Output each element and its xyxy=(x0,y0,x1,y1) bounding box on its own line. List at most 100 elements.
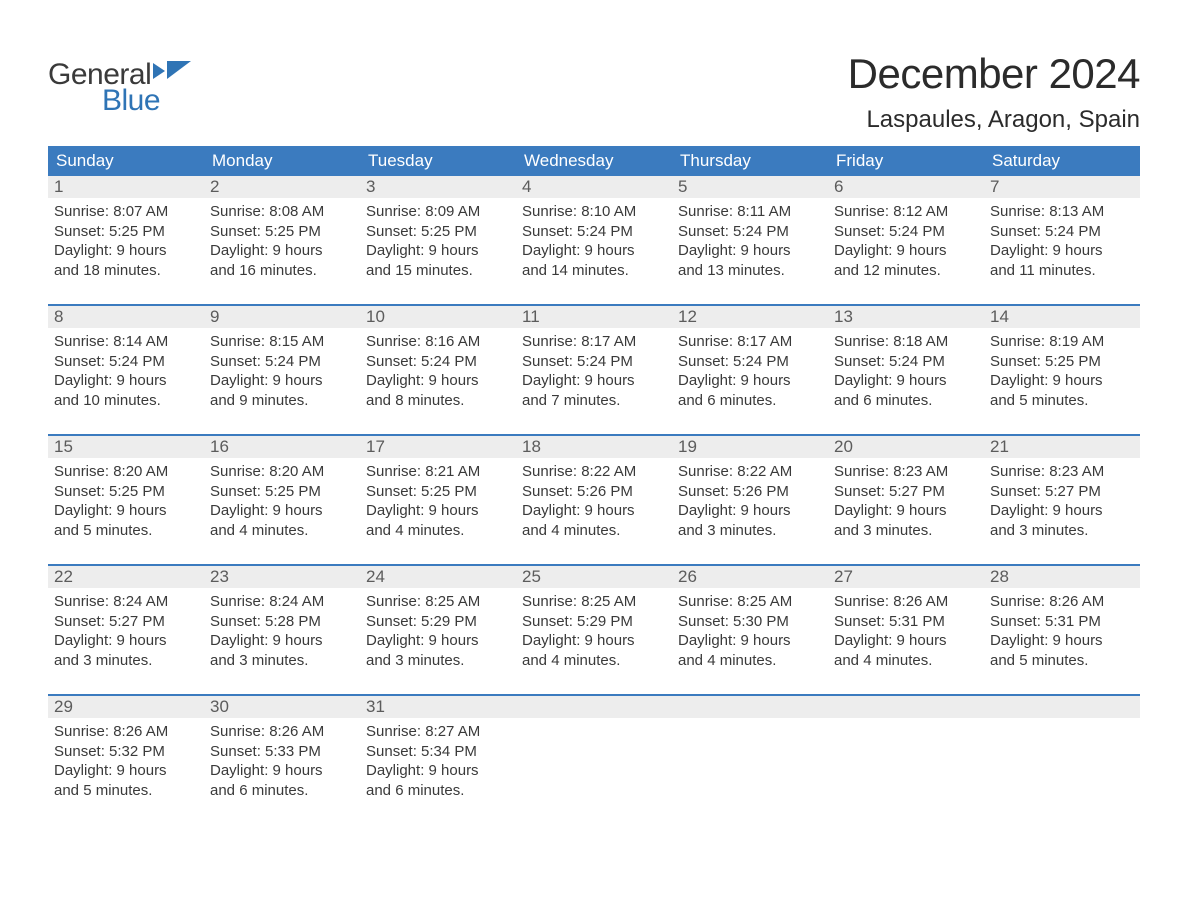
day-body: Sunrise: 8:14 AMSunset: 5:24 PMDaylight:… xyxy=(48,328,204,412)
day-d2: and 5 minutes. xyxy=(54,781,198,801)
day-body: Sunrise: 8:26 AMSunset: 5:32 PMDaylight:… xyxy=(48,718,204,802)
day-d2: and 4 minutes. xyxy=(834,651,978,671)
day-body: Sunrise: 8:11 AMSunset: 5:24 PMDaylight:… xyxy=(672,198,828,282)
calendar-day: 9Sunrise: 8:15 AMSunset: 5:24 PMDaylight… xyxy=(204,306,360,414)
day-d2: and 6 minutes. xyxy=(366,781,510,801)
day-sunset: Sunset: 5:28 PM xyxy=(210,612,354,632)
day-body: Sunrise: 8:21 AMSunset: 5:25 PMDaylight:… xyxy=(360,458,516,542)
day-sunset: Sunset: 5:24 PM xyxy=(522,352,666,372)
calendar-day: 30Sunrise: 8:26 AMSunset: 5:33 PMDayligh… xyxy=(204,696,360,804)
day-d1: Daylight: 9 hours xyxy=(54,501,198,521)
day-d2: and 4 minutes. xyxy=(522,651,666,671)
day-d1: Daylight: 9 hours xyxy=(54,241,198,261)
day-number: 22 xyxy=(48,566,204,588)
day-sunset: Sunset: 5:25 PM xyxy=(54,482,198,502)
header-thursday: Thursday xyxy=(672,146,828,176)
day-d1: Daylight: 9 hours xyxy=(522,241,666,261)
day-body: Sunrise: 8:19 AMSunset: 5:25 PMDaylight:… xyxy=(984,328,1140,412)
day-number: 13 xyxy=(828,306,984,328)
logo-flag-icon xyxy=(153,61,191,86)
day-number: 28 xyxy=(984,566,1140,588)
day-sunset: Sunset: 5:25 PM xyxy=(54,222,198,242)
day-d2: and 3 minutes. xyxy=(210,651,354,671)
day-sunrise: Sunrise: 8:15 AM xyxy=(210,332,354,352)
calendar-day: 1Sunrise: 8:07 AMSunset: 5:25 PMDaylight… xyxy=(48,176,204,284)
day-sunrise: Sunrise: 8:22 AM xyxy=(678,462,822,482)
day-d2: and 3 minutes. xyxy=(834,521,978,541)
day-d1: Daylight: 9 hours xyxy=(366,631,510,651)
calendar-day: 25Sunrise: 8:25 AMSunset: 5:29 PMDayligh… xyxy=(516,566,672,674)
day-sunset: Sunset: 5:32 PM xyxy=(54,742,198,762)
month-title: December 2024 xyxy=(848,50,1140,98)
day-body: Sunrise: 8:13 AMSunset: 5:24 PMDaylight:… xyxy=(984,198,1140,282)
day-body: Sunrise: 8:07 AMSunset: 5:25 PMDaylight:… xyxy=(48,198,204,282)
day-d1: Daylight: 9 hours xyxy=(366,761,510,781)
day-number: 16 xyxy=(204,436,360,458)
day-d1: Daylight: 9 hours xyxy=(54,631,198,651)
day-number: 30 xyxy=(204,696,360,718)
day-d2: and 3 minutes. xyxy=(990,521,1134,541)
day-sunrise: Sunrise: 8:26 AM xyxy=(54,722,198,742)
day-d1: Daylight: 9 hours xyxy=(522,631,666,651)
logo: General Blue xyxy=(48,58,191,118)
header-friday: Friday xyxy=(828,146,984,176)
day-d1: Daylight: 9 hours xyxy=(522,501,666,521)
day-number: 8 xyxy=(48,306,204,328)
day-body: Sunrise: 8:22 AMSunset: 5:26 PMDaylight:… xyxy=(516,458,672,542)
calendar-week: 29Sunrise: 8:26 AMSunset: 5:32 PMDayligh… xyxy=(48,694,1140,804)
day-d1: Daylight: 9 hours xyxy=(210,241,354,261)
day-sunrise: Sunrise: 8:27 AM xyxy=(366,722,510,742)
day-number: 15 xyxy=(48,436,204,458)
day-d1: Daylight: 9 hours xyxy=(834,371,978,391)
title-block: December 2024 Laspaules, Aragon, Spain xyxy=(848,50,1140,134)
day-sunset: Sunset: 5:24 PM xyxy=(834,352,978,372)
day-body: Sunrise: 8:25 AMSunset: 5:30 PMDaylight:… xyxy=(672,588,828,672)
day-body: Sunrise: 8:25 AMSunset: 5:29 PMDaylight:… xyxy=(360,588,516,672)
calendar-day: 28Sunrise: 8:26 AMSunset: 5:31 PMDayligh… xyxy=(984,566,1140,674)
day-sunrise: Sunrise: 8:21 AM xyxy=(366,462,510,482)
day-sunrise: Sunrise: 8:19 AM xyxy=(990,332,1134,352)
day-sunset: Sunset: 5:30 PM xyxy=(678,612,822,632)
day-body: Sunrise: 8:26 AMSunset: 5:31 PMDaylight:… xyxy=(828,588,984,672)
day-d1: Daylight: 9 hours xyxy=(678,371,822,391)
day-d1: Daylight: 9 hours xyxy=(678,241,822,261)
day-sunset: Sunset: 5:24 PM xyxy=(366,352,510,372)
day-sunset: Sunset: 5:24 PM xyxy=(678,352,822,372)
day-d1: Daylight: 9 hours xyxy=(366,371,510,391)
day-number: 1 xyxy=(48,176,204,198)
day-d2: and 5 minutes. xyxy=(990,391,1134,411)
day-number: 21 xyxy=(984,436,1140,458)
calendar: Sunday Monday Tuesday Wednesday Thursday… xyxy=(48,146,1140,804)
calendar-day: 8Sunrise: 8:14 AMSunset: 5:24 PMDaylight… xyxy=(48,306,204,414)
day-number: . xyxy=(516,696,672,718)
calendar-day: 13Sunrise: 8:18 AMSunset: 5:24 PMDayligh… xyxy=(828,306,984,414)
day-body: Sunrise: 8:12 AMSunset: 5:24 PMDaylight:… xyxy=(828,198,984,282)
day-body: Sunrise: 8:22 AMSunset: 5:26 PMDaylight:… xyxy=(672,458,828,542)
header-tuesday: Tuesday xyxy=(360,146,516,176)
calendar-day: 6Sunrise: 8:12 AMSunset: 5:24 PMDaylight… xyxy=(828,176,984,284)
day-d1: Daylight: 9 hours xyxy=(990,631,1134,651)
calendar-day: 16Sunrise: 8:20 AMSunset: 5:25 PMDayligh… xyxy=(204,436,360,544)
day-sunrise: Sunrise: 8:11 AM xyxy=(678,202,822,222)
day-sunrise: Sunrise: 8:17 AM xyxy=(522,332,666,352)
day-sunset: Sunset: 5:33 PM xyxy=(210,742,354,762)
calendar-day: 4Sunrise: 8:10 AMSunset: 5:24 PMDaylight… xyxy=(516,176,672,284)
header-monday: Monday xyxy=(204,146,360,176)
calendar-header-row: Sunday Monday Tuesday Wednesday Thursday… xyxy=(48,146,1140,176)
day-number: . xyxy=(672,696,828,718)
day-d2: and 7 minutes. xyxy=(522,391,666,411)
day-sunset: Sunset: 5:24 PM xyxy=(210,352,354,372)
day-body: Sunrise: 8:16 AMSunset: 5:24 PMDaylight:… xyxy=(360,328,516,412)
day-sunrise: Sunrise: 8:20 AM xyxy=(210,462,354,482)
day-sunrise: Sunrise: 8:14 AM xyxy=(54,332,198,352)
day-number: 2 xyxy=(204,176,360,198)
day-number: 26 xyxy=(672,566,828,588)
day-sunrise: Sunrise: 8:17 AM xyxy=(678,332,822,352)
day-sunset: Sunset: 5:34 PM xyxy=(366,742,510,762)
day-number: . xyxy=(828,696,984,718)
day-sunset: Sunset: 5:26 PM xyxy=(522,482,666,502)
calendar-week: 8Sunrise: 8:14 AMSunset: 5:24 PMDaylight… xyxy=(48,304,1140,414)
day-d2: and 8 minutes. xyxy=(366,391,510,411)
calendar-day: . xyxy=(672,696,828,804)
calendar-day: 19Sunrise: 8:22 AMSunset: 5:26 PMDayligh… xyxy=(672,436,828,544)
